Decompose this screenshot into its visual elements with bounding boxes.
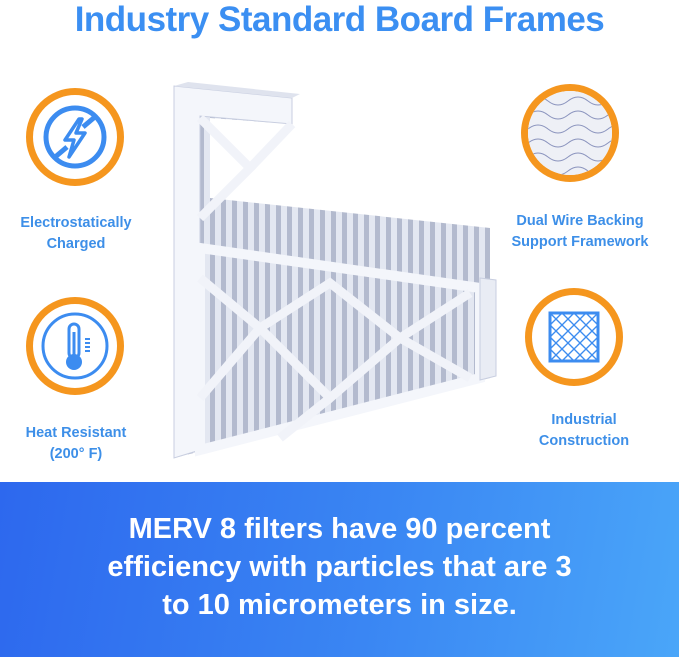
thermometer-icon	[41, 312, 109, 380]
banner-text: MERV 8 filters have 90 percent efficienc…	[0, 510, 679, 624]
air-filter-image	[173, 82, 497, 459]
label-line: Electrostatically	[20, 215, 132, 231]
info-banner: MERV 8 filters have 90 percent efficienc…	[0, 482, 679, 657]
label-line: Charged	[46, 236, 106, 252]
banner-line: efficiency with particles that are 3	[107, 551, 572, 583]
label-line: Heat Resistant	[25, 425, 127, 441]
industrial-ring	[525, 288, 623, 386]
feature-label-industrial: Industrial Construction	[494, 410, 674, 452]
heat-ring	[26, 297, 124, 395]
banner-line: to 10 micrometers in size.	[162, 589, 517, 621]
page-title: Industry Standard Board Frames	[74, 0, 605, 39]
feature-label-heat: Heat Resistant (200° F)	[0, 423, 166, 465]
label-line: Industrial	[551, 412, 617, 428]
grid-frame-icon	[548, 311, 600, 363]
label-line: (200° F)	[49, 446, 103, 462]
wire-mesh-icon	[528, 91, 612, 175]
electrostatic-ring	[26, 88, 124, 186]
feature-label-electrostatic: Electrostatically Charged	[0, 213, 166, 255]
label-line: Construction	[538, 433, 630, 449]
banner-line: MERV 8 filters have 90 percent	[128, 513, 551, 545]
wire-ring	[521, 84, 619, 182]
no-static-bolt-icon	[43, 105, 107, 169]
label-line: Support Framework	[511, 234, 649, 250]
label-line: Dual Wire Backing	[516, 213, 644, 229]
feature-label-wire: Dual Wire Backing Support Framework	[490, 211, 670, 253]
